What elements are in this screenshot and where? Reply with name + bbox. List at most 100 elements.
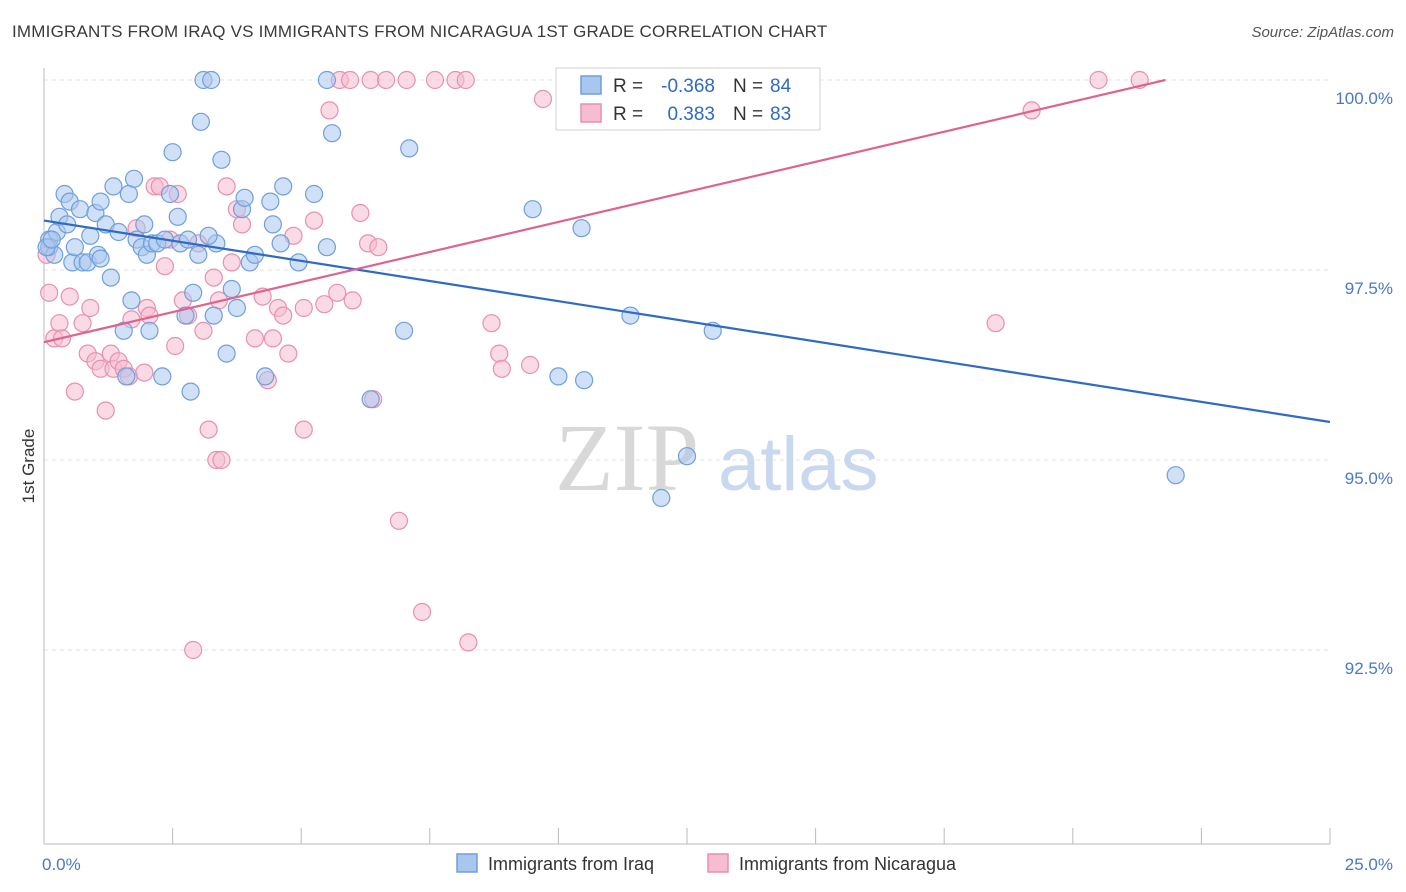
nicaragua-point bbox=[199, 420, 218, 439]
stats-swatch-nicaragua bbox=[580, 103, 602, 123]
nicaragua-point bbox=[1089, 70, 1108, 90]
iraq-point bbox=[168, 207, 187, 226]
nicaragua-point bbox=[490, 344, 509, 363]
nicaragua-point bbox=[96, 401, 115, 420]
iraq-point bbox=[122, 291, 141, 310]
grid-lines bbox=[44, 79, 1330, 651]
iraq-point bbox=[160, 184, 180, 204]
iraq-point bbox=[361, 390, 380, 409]
stats-iraq-r-value: -0.368 bbox=[661, 76, 715, 97]
iraq-point bbox=[104, 177, 123, 196]
iraq-point bbox=[204, 306, 223, 325]
chart-title: IMMIGRANTS FROM IRAQ VS IMMIGRANTS FROM … bbox=[12, 22, 828, 41]
nicaragua-point bbox=[343, 291, 362, 310]
iraq-point bbox=[572, 219, 591, 238]
iraq-point bbox=[317, 70, 337, 90]
iraq-point bbox=[549, 367, 568, 386]
y-tick-label-0: 92.5% bbox=[1345, 659, 1393, 678]
iraq-point bbox=[176, 306, 195, 325]
nicaragua-point bbox=[340, 70, 360, 90]
nicaragua-point bbox=[521, 355, 540, 375]
y-tick-labels: 92.5% 95.0% 97.5% 100.0% bbox=[1335, 89, 1393, 678]
nicaragua-point bbox=[328, 283, 347, 302]
stats-nic-r-value: 0.383 bbox=[667, 104, 715, 125]
nicaragua-point bbox=[50, 314, 69, 333]
nicaragua-point bbox=[40, 283, 59, 302]
watermark-zip: ZIP bbox=[555, 404, 699, 511]
y-tick-label-1: 95.0% bbox=[1345, 469, 1393, 488]
iraq-point bbox=[217, 344, 236, 363]
watermark: ZIP atlas bbox=[555, 404, 879, 511]
nicaragua-point bbox=[389, 511, 409, 530]
iraq-point bbox=[91, 249, 110, 268]
watermark-atlas: atlas bbox=[718, 422, 879, 507]
nicaragua-point bbox=[217, 177, 236, 196]
iraq-point bbox=[189, 245, 208, 264]
nicaragua-point bbox=[81, 298, 100, 318]
iraq-point bbox=[140, 321, 159, 340]
nicaragua-point bbox=[222, 253, 241, 272]
y-tick-label-2: 97.5% bbox=[1345, 279, 1393, 298]
nicaragua-point bbox=[279, 344, 298, 363]
nicaragua-point bbox=[166, 336, 185, 356]
iraq-point bbox=[222, 279, 241, 299]
iraq-point bbox=[119, 184, 138, 204]
iraq-point bbox=[135, 215, 154, 234]
axes bbox=[43, 68, 1331, 845]
iraq-point bbox=[271, 234, 290, 253]
iraq-point bbox=[274, 177, 293, 196]
nicaragua-point bbox=[263, 329, 283, 348]
nicaragua-point bbox=[986, 314, 1005, 333]
nicaragua-point bbox=[294, 298, 313, 318]
iraq-point bbox=[304, 184, 324, 204]
nicaragua-point bbox=[492, 359, 511, 378]
nicaragua-point bbox=[245, 329, 265, 348]
iraq-point bbox=[181, 382, 200, 401]
legend-swatch-nicaragua bbox=[707, 853, 729, 873]
nicaragua-point bbox=[397, 70, 416, 90]
nicaragua-point bbox=[212, 450, 231, 470]
iraq-point bbox=[101, 268, 120, 287]
nicaragua-point bbox=[274, 306, 293, 325]
nicaragua-point bbox=[361, 70, 380, 90]
nicaragua-point bbox=[73, 314, 92, 333]
series-iraq-points bbox=[37, 70, 1185, 508]
stats-iraq-n-value: 84 bbox=[770, 76, 792, 97]
stats-box: R = -0.368 N = 84 R = 0.383 N = 83 bbox=[555, 67, 821, 131]
stats-nic-n-value: 83 bbox=[770, 104, 791, 125]
nicaragua-point bbox=[184, 640, 203, 660]
legend-label-iraq: Immigrants from Iraq bbox=[488, 854, 654, 874]
legend-label-nicaragua: Immigrants from Nicaragua bbox=[739, 854, 957, 874]
iraq-point bbox=[184, 283, 203, 302]
iraq-point bbox=[523, 200, 542, 219]
nicaragua-point bbox=[376, 70, 396, 90]
iraq-point bbox=[163, 143, 182, 162]
x-tick-label-1: 25.0% bbox=[1345, 855, 1393, 874]
iraq-point bbox=[91, 192, 110, 211]
iraq-point bbox=[199, 226, 218, 245]
iraq-point bbox=[117, 367, 136, 386]
nicaragua-point bbox=[456, 70, 475, 90]
iraq-point bbox=[261, 192, 280, 211]
iraq-point bbox=[575, 371, 594, 390]
stats-nic-r-label: R = bbox=[613, 104, 643, 125]
iraq-point bbox=[677, 447, 697, 466]
iraq-point bbox=[227, 298, 246, 318]
iraq-point bbox=[42, 230, 61, 249]
trend-line-nicaragua bbox=[43, 78, 1166, 344]
nicaragua-point bbox=[425, 70, 445, 90]
stats-swatch-iraq bbox=[580, 75, 602, 95]
source-label: Source: ZipAtlas.com bbox=[1251, 24, 1394, 41]
y-axis-label: 1st Grade bbox=[19, 429, 38, 504]
stats-nic-n-label: N = bbox=[733, 104, 763, 125]
iraq-point bbox=[178, 230, 198, 249]
nicaragua-point bbox=[320, 101, 339, 120]
nicaragua-point bbox=[412, 602, 432, 622]
nicaragua-point bbox=[533, 89, 553, 109]
iraq-point bbox=[70, 200, 90, 219]
iraq-point bbox=[394, 321, 414, 340]
iraq-point bbox=[400, 139, 419, 158]
trend-line-iraq bbox=[43, 219, 1331, 424]
nicaragua-point bbox=[65, 382, 84, 401]
iraq-point bbox=[202, 70, 221, 90]
